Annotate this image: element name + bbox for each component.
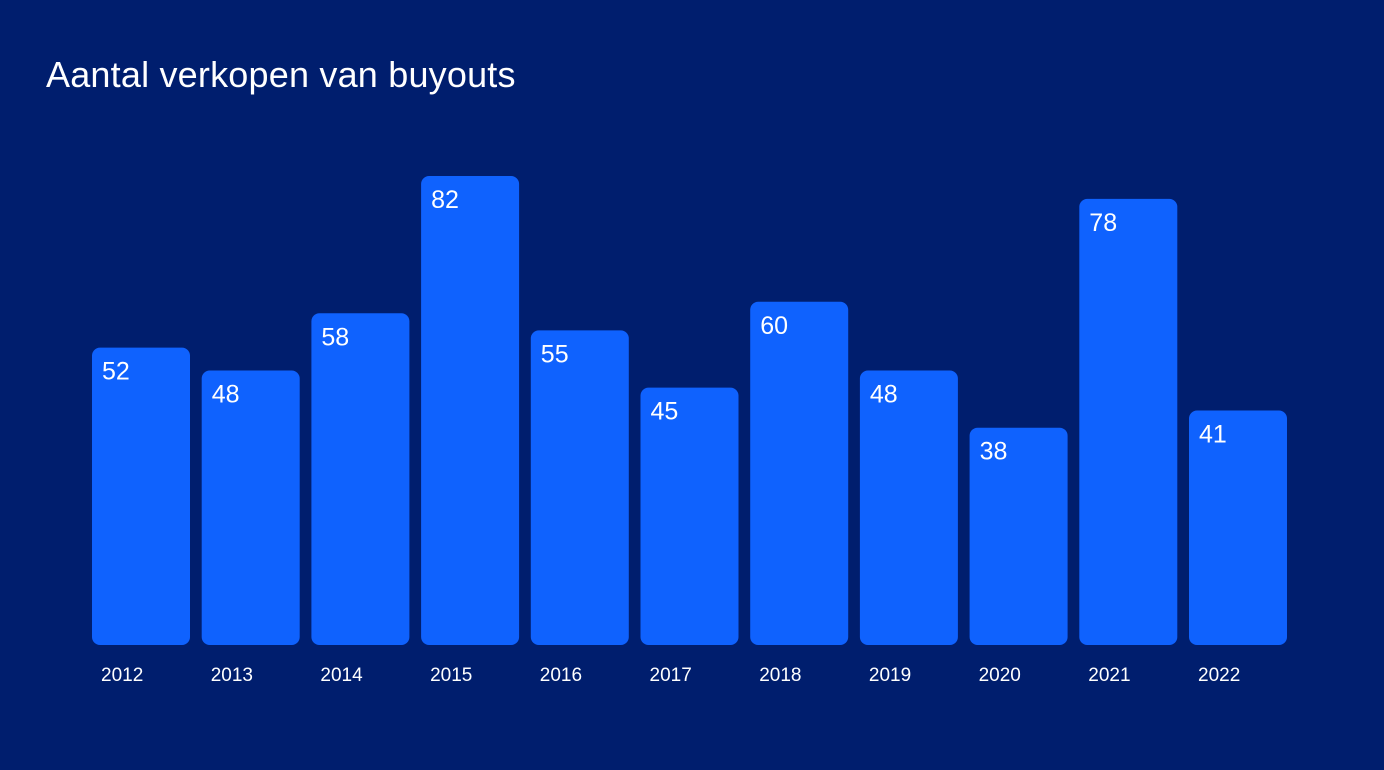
data-label: 48 bbox=[212, 381, 240, 409]
x-tick-label: 2021 bbox=[1088, 665, 1130, 686]
x-tick-label: 2018 bbox=[759, 665, 801, 686]
bar bbox=[92, 347, 190, 645]
data-label: 55 bbox=[541, 340, 569, 368]
x-tick-label: 2012 bbox=[101, 665, 143, 686]
bar bbox=[311, 313, 410, 645]
bar-group: 48 2019 bbox=[859, 370, 958, 686]
x-tick-label: 2014 bbox=[320, 665, 363, 686]
data-label: 58 bbox=[321, 323, 349, 351]
x-tick-label: 2019 bbox=[869, 665, 911, 686]
bar-group: 55 2016 bbox=[530, 330, 629, 686]
data-label: 82 bbox=[431, 186, 459, 214]
data-label: 38 bbox=[980, 438, 1008, 466]
bar-group: 38 2020 bbox=[969, 427, 1068, 686]
bar bbox=[201, 370, 300, 645]
data-label: 48 bbox=[870, 381, 898, 409]
bar-group: 60 2018 bbox=[750, 301, 849, 686]
x-tick-label: 2022 bbox=[1198, 665, 1240, 686]
data-label: 60 bbox=[760, 312, 788, 340]
chart-title: Aantal verkopen van buyouts bbox=[46, 54, 516, 95]
bar-group: 45 2017 bbox=[640, 387, 739, 686]
bar-group: 58 2014 bbox=[311, 313, 410, 686]
bar bbox=[969, 427, 1068, 645]
bar-group: 78 2021 bbox=[1079, 198, 1178, 686]
bar bbox=[750, 301, 849, 645]
bar-group: 52 2012 bbox=[92, 347, 190, 686]
data-label: 52 bbox=[102, 358, 130, 386]
x-tick-label: 2016 bbox=[540, 665, 582, 686]
bar-group: 48 2013 bbox=[201, 370, 300, 686]
bar bbox=[1189, 410, 1287, 645]
bar bbox=[421, 176, 520, 645]
x-tick-label: 2015 bbox=[430, 665, 472, 686]
x-tick-label: 2020 bbox=[979, 665, 1021, 686]
bar bbox=[640, 387, 739, 645]
data-label: 78 bbox=[1089, 209, 1117, 237]
bar-group: 82 2015 bbox=[421, 176, 520, 686]
bar-group: 41 2022 bbox=[1189, 410, 1287, 686]
x-tick-label: 2017 bbox=[650, 665, 692, 686]
x-tick-label: 2013 bbox=[211, 665, 253, 686]
bar bbox=[1079, 198, 1178, 645]
data-label: 41 bbox=[1199, 421, 1227, 449]
bar bbox=[859, 370, 958, 645]
bar bbox=[530, 330, 629, 645]
data-label: 45 bbox=[651, 398, 679, 426]
